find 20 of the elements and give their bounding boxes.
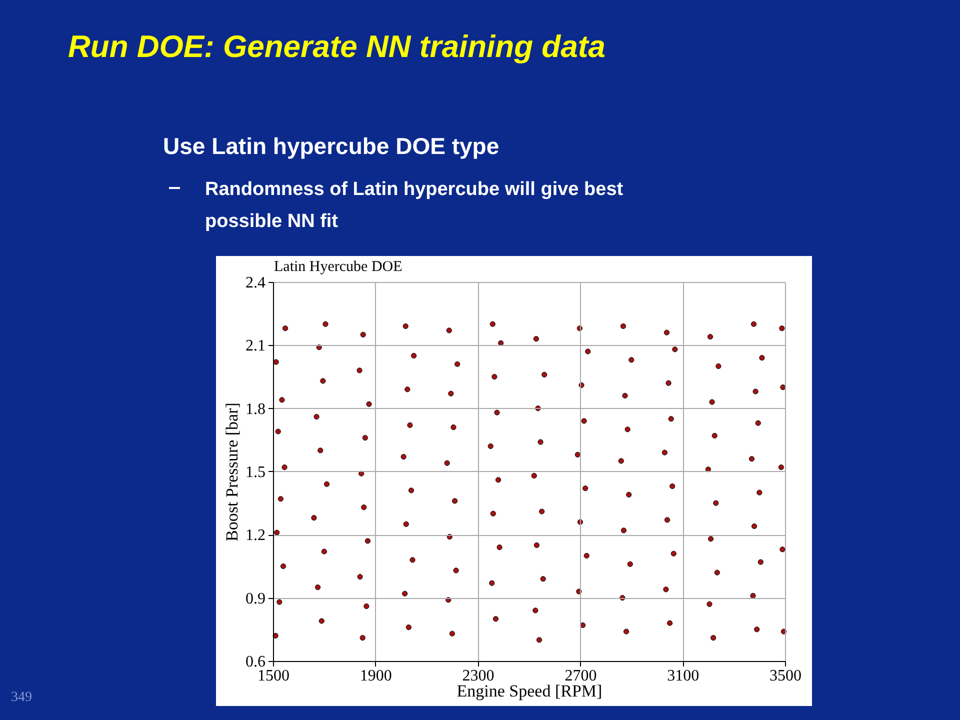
y-tick-label: 1.5 — [246, 464, 266, 481]
y-axis-title: Boost Pressure [bar] — [222, 402, 242, 542]
y-tick-label: 0.6 — [246, 654, 266, 670]
text: Use Latin hypercube DOE type — [163, 133, 500, 159]
y-tick-label: 1.2 — [246, 527, 266, 544]
y-tick-label: 2.4 — [246, 274, 266, 292]
x-tick-label: 2300 — [462, 668, 494, 684]
x-tick-label: 3100 — [667, 668, 700, 684]
x-axis-title: Engine Speed [RPM] — [456, 682, 602, 700]
text: Randomness of Latin hypercube will give best possible NN fit — [205, 179, 624, 232]
x-tick-label: 2700 — [564, 668, 597, 684]
y-tick-label: 2.1 — [246, 338, 266, 355]
text: Run DOE: Generate NN training data — [68, 29, 606, 64]
y-tick-label: 1.8 — [246, 400, 266, 418]
x-tick-label: 1900 — [360, 668, 392, 684]
x-tick-label: 1500 — [258, 668, 290, 684]
y-tick-label: 0.9 — [246, 590, 266, 608]
text: 349 — [11, 690, 32, 705]
chart-title: Latin Hyercube DOE — [274, 259, 402, 275]
x-tick-label: 3500 — [770, 668, 802, 684]
